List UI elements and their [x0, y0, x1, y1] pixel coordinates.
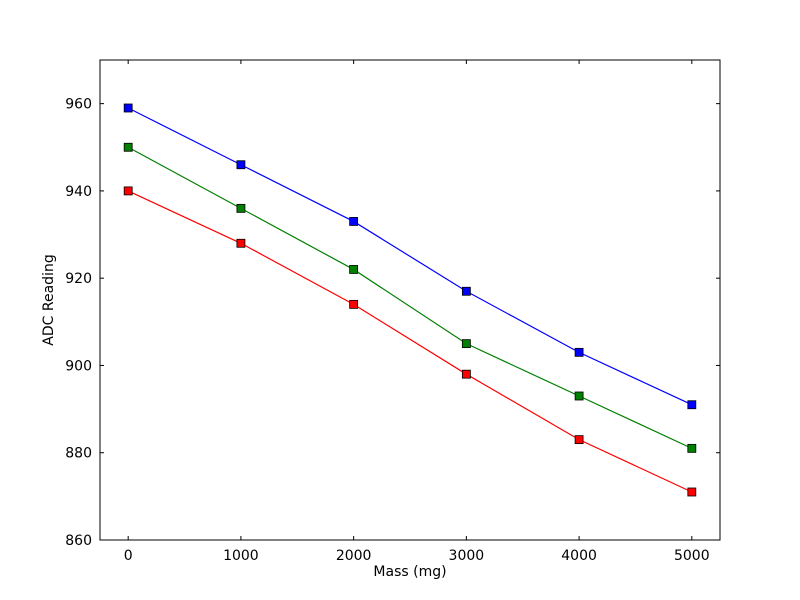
x-tick-label: 1000	[223, 548, 259, 564]
series-3-point	[123, 186, 133, 196]
series-2-point	[574, 391, 584, 401]
series-3-point	[349, 299, 359, 309]
series-2-point	[123, 142, 133, 152]
y-tick-label: 960	[65, 97, 92, 113]
series-2-point	[349, 265, 359, 274]
series-layer	[123, 103, 697, 497]
y-tick-label: 920	[65, 271, 92, 287]
x-tick-label: 3000	[449, 548, 485, 564]
x-tick-label: 2000	[336, 548, 372, 564]
y-tick-label: 880	[65, 446, 92, 462]
y-axis-label: ADC Reading	[41, 254, 57, 345]
series-1-line	[127, 107, 693, 406]
x-axis-label: Mass (mg)	[373, 564, 446, 580]
series-1-point	[123, 103, 133, 113]
series-2-line	[127, 146, 693, 449]
series-3-point	[574, 435, 584, 445]
plot-frame	[99, 59, 721, 541]
series-1-point	[349, 217, 359, 226]
series-2-point	[687, 443, 697, 453]
series-3-point	[236, 238, 246, 248]
series-2-point	[461, 339, 471, 349]
series-3-point	[687, 487, 697, 497]
series-2	[123, 142, 697, 453]
series-1-point	[461, 286, 471, 296]
plot-area	[100, 60, 720, 540]
series-1-point	[236, 160, 246, 170]
series-3-point	[461, 369, 471, 379]
y-tick-label: 860	[65, 533, 92, 549]
y-tick-label: 900	[65, 358, 92, 374]
x-tick-label: 5000	[674, 548, 710, 564]
series-2-point	[236, 203, 246, 213]
ticks-layer: 0 1000 2000 3000 4000 5000 860 880 900 920 940 960	[65, 60, 720, 564]
series-1-point	[574, 347, 584, 357]
x-tick-label: 0	[124, 548, 133, 564]
series-3-line	[127, 190, 693, 493]
series-1-point	[687, 400, 697, 410]
x-tick-label: 4000	[561, 548, 597, 564]
series-3	[123, 186, 697, 497]
y-tick-label: 940	[65, 184, 92, 200]
series-1	[123, 103, 697, 410]
